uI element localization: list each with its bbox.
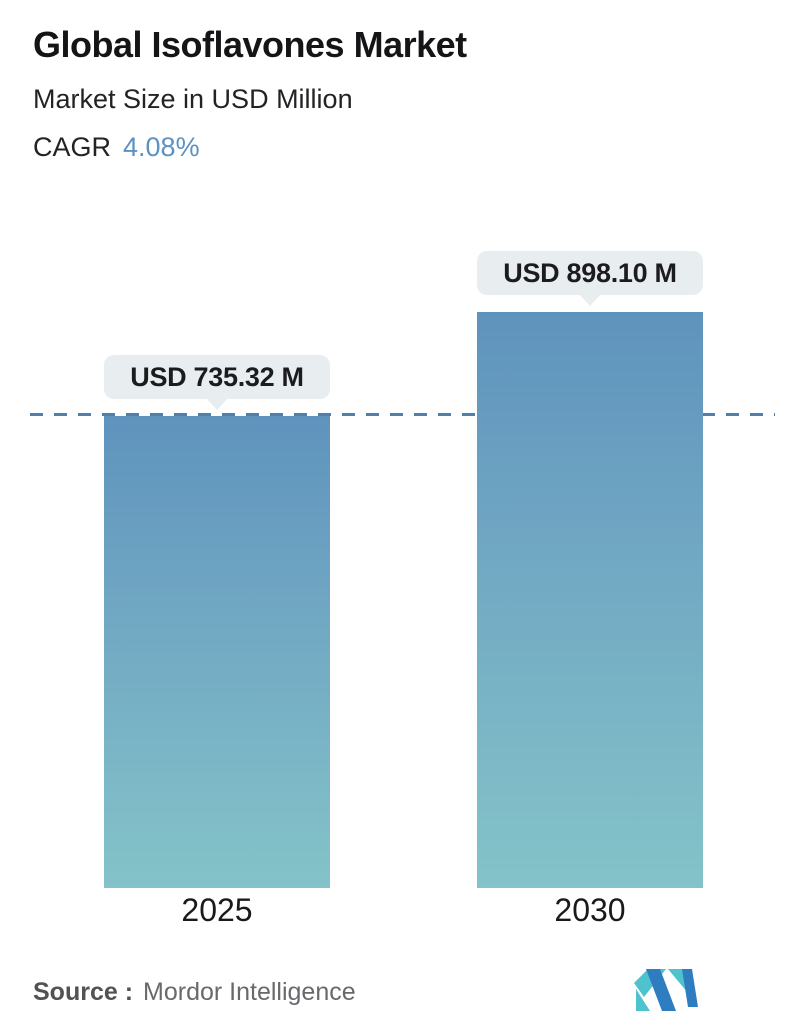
bar-2030 bbox=[477, 312, 703, 888]
cagr-label: CAGR bbox=[33, 132, 112, 162]
cagr-row: CAGR 4.08% bbox=[33, 132, 200, 163]
mordor-intelligence-logo bbox=[634, 969, 698, 1011]
bar-2025 bbox=[104, 416, 330, 888]
x-axis-label-2025: 2025 bbox=[181, 892, 253, 928]
value-label-2025: USD 735.32 M bbox=[130, 361, 304, 392]
reference-dashed-line bbox=[30, 413, 775, 416]
x-axis-label-2030: 2030 bbox=[554, 892, 626, 928]
chart-subtitle: Market Size in USD Million bbox=[33, 84, 353, 114]
value-label-bubble-2025: USD 735.32 M bbox=[104, 355, 330, 399]
cagr-value: 4.08% bbox=[123, 132, 200, 162]
source-label: Source : bbox=[33, 978, 134, 1006]
chart-title: Global Isoflavones Market bbox=[33, 24, 467, 65]
source-row: Source : Mordor Intelligence bbox=[33, 978, 356, 1007]
value-label-bubble-2030: USD 898.10 M bbox=[477, 251, 703, 295]
source-value: Mordor Intelligence bbox=[143, 978, 356, 1006]
value-label-2030: USD 898.10 M bbox=[503, 257, 677, 288]
